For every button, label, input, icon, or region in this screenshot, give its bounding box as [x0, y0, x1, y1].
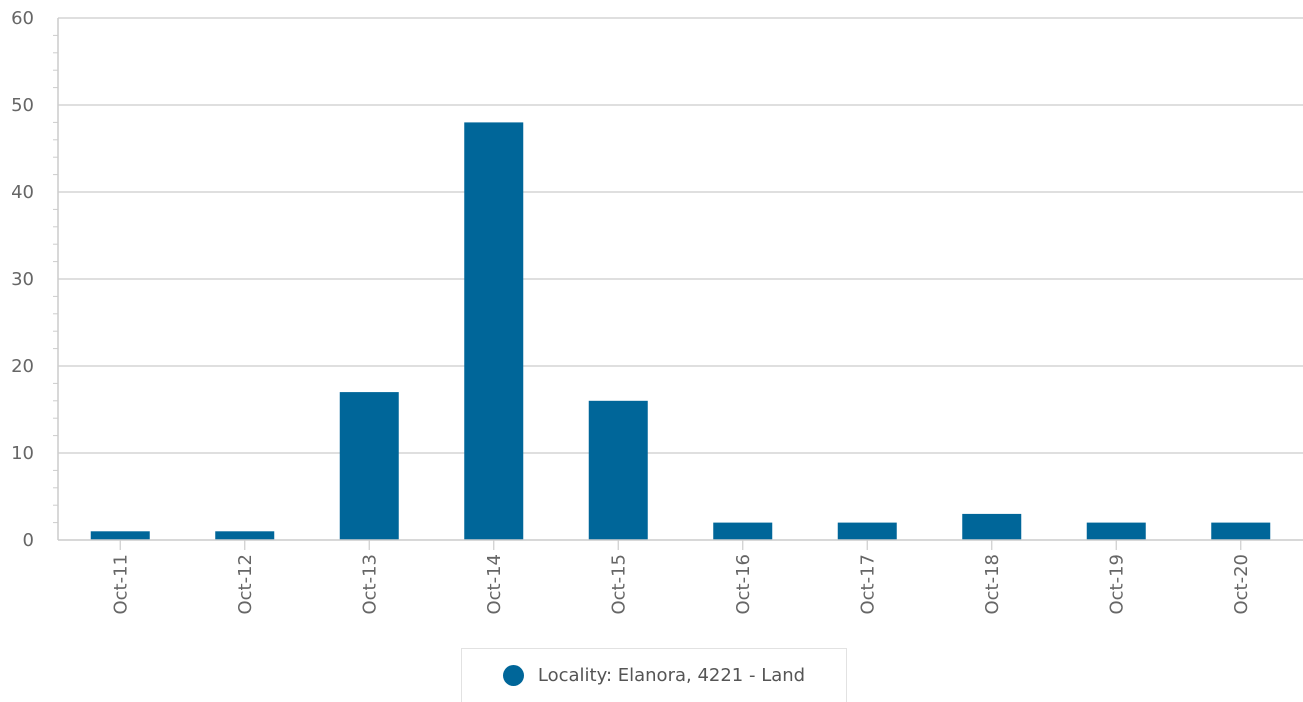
y-tick-label: 40: [11, 182, 34, 203]
grid-lines: [58, 17, 1303, 454]
y-tick-label: 0: [23, 530, 34, 551]
x-tick-label: Oct-16: [733, 554, 754, 615]
x-tick-label: Oct-15: [608, 554, 629, 615]
y-tick-label: 60: [11, 8, 34, 29]
x-axis-ticks: [119, 540, 1242, 550]
bar[interactable]: [215, 531, 275, 540]
bar[interactable]: [1086, 522, 1146, 540]
bar[interactable]: [1211, 522, 1271, 540]
x-tick-label: Oct-13: [359, 554, 380, 615]
bar[interactable]: [588, 400, 648, 540]
bar[interactable]: [339, 392, 399, 540]
bar[interactable]: [962, 513, 1022, 540]
x-axis-labels: Oct-11 Oct-12 Oct-13 Oct-14 Oct-15 Oct-16 Oct-…: [110, 554, 1252, 615]
bar[interactable]: [90, 531, 150, 540]
y-tick-label: 20: [11, 356, 34, 377]
legend-label: Locality: Elanora, 4221 - Land: [537, 665, 806, 686]
legend-marker-icon: [502, 665, 524, 686]
legend[interactable]: Locality: Elanora, 4221 - Land: [461, 648, 847, 702]
x-tick-label: Oct-17: [857, 554, 878, 615]
x-tick-label: Oct-14: [484, 554, 505, 615]
x-tick-label: Oct-11: [110, 554, 131, 615]
y-tick-label: 10: [11, 443, 34, 464]
y-tick-label: 50: [11, 95, 34, 116]
x-tick-label: Oct-20: [1231, 554, 1252, 615]
bar[interactable]: [837, 522, 897, 540]
x-tick-label: Oct-18: [982, 554, 1003, 615]
x-tick-label: Oct-12: [235, 554, 256, 615]
y-axis-minor-ticks: [53, 34, 58, 524]
x-tick-label: Oct-19: [1106, 554, 1127, 615]
y-axis-labels: 0 10 20 30 40 50 60: [11, 8, 34, 551]
bar-series: [90, 122, 1271, 541]
bar[interactable]: [464, 122, 524, 541]
y-tick-label: 30: [11, 269, 34, 290]
bar[interactable]: [713, 522, 773, 540]
